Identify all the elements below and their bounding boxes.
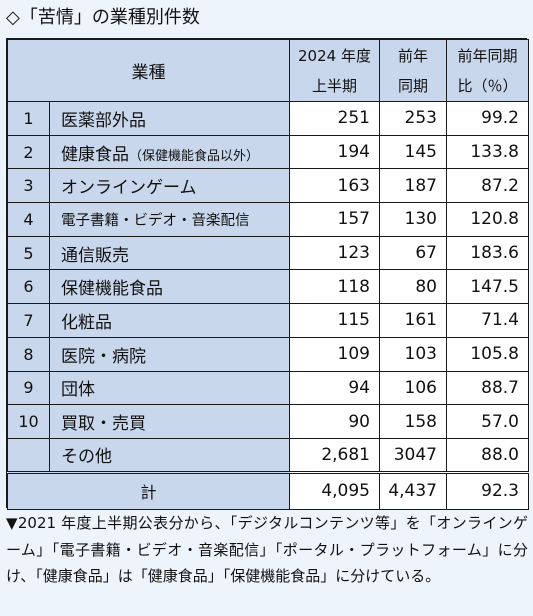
row-ratio-value: 87.2	[446, 168, 529, 204]
row-sector-name: 電子書籍・ビデオ・音楽配信	[49, 202, 290, 237]
sector-label: 電子書籍・ビデオ・音楽配信	[61, 212, 250, 229]
page-title: ◇「苦情」の業種別件数	[6, 7, 200, 28]
footnote: ▼2021 年度上半期公表分から、「デジタルコンテンツ等」を「オンラインゲーム」…	[6, 514, 528, 585]
table-row: 4 電子書籍・ビデオ・音楽配信 157 130 120.8	[7, 202, 529, 237]
header-2024-line1: 2024 年度	[298, 46, 371, 65]
row-number: 7	[7, 303, 50, 338]
row-2024-value: 94	[289, 370, 380, 406]
row-number: 6	[7, 269, 50, 305]
row-previous-value: 158	[379, 404, 447, 439]
row-number: 1	[7, 101, 50, 136]
row-previous-value: 3047	[379, 437, 447, 473]
row-2024-value: 163	[289, 168, 380, 204]
row-number: 2	[7, 134, 50, 170]
row-2024-value: 109	[289, 336, 380, 372]
header-prev-line2: 同期	[397, 76, 428, 95]
row-sector-name: 健康食品（保健機能食品以外）	[49, 134, 290, 170]
row-sector-name: 医薬部外品	[49, 101, 290, 136]
row-previous-value: 80	[379, 269, 447, 305]
complaints-table: 業種 2024 年度 上半期 前年 同期 前年同期 比（％） 1 医薬部外品 251…	[7, 39, 529, 510]
sector-label: オンラインゲーム	[61, 178, 197, 199]
complaints-table-frame: 業種 2024 年度 上半期 前年 同期 前年同期 比（％） 1 医薬部外品 251…	[6, 38, 529, 510]
row-ratio-value: 57.0	[446, 404, 529, 439]
row-ratio-value: 88.0	[446, 437, 529, 473]
row-previous-value: 103	[379, 336, 447, 372]
table-row: 10 買取・売買 90 158 57.0	[7, 404, 529, 439]
row-sector-name: 通信販売	[49, 235, 290, 271]
row-previous-value: 253	[379, 101, 447, 136]
table-row: 7 化粧品 115 161 71.4	[7, 303, 529, 338]
row-previous-value: 106	[379, 370, 447, 406]
total-2024: 4,095	[289, 470, 380, 510]
header-prev-line1: 前年	[397, 46, 428, 65]
row-number: 8	[7, 336, 50, 372]
row-number: 5	[7, 235, 50, 271]
header-sector: 業種	[7, 39, 290, 102]
row-previous-value: 67	[379, 235, 447, 271]
table-row: 2 健康食品（保健機能食品以外） 194 145 133.8	[7, 134, 529, 170]
header-ratio-line1: 前年同期	[457, 46, 518, 65]
row-ratio-value: 133.8	[446, 134, 529, 170]
row-sector-name: 買取・売買	[49, 404, 290, 439]
row-2024-value: 118	[289, 269, 380, 305]
row-number: 4	[7, 202, 50, 237]
total-previous: 4,437	[379, 470, 447, 510]
sector-label: その他	[61, 447, 112, 468]
header-row: 業種 2024 年度 上半期 前年 同期 前年同期 比（％）	[7, 39, 529, 102]
total-row: 計 4,095 4,437 92.3	[7, 470, 529, 510]
table-row: その他 2,681 3047 88.0	[7, 437, 529, 473]
header-previous-year: 前年 同期	[379, 39, 447, 102]
row-previous-value: 187	[379, 168, 447, 204]
row-previous-value: 145	[379, 134, 447, 170]
row-ratio-value: 120.8	[446, 202, 529, 237]
row-previous-value: 130	[379, 202, 447, 237]
row-sector-name: オンラインゲーム	[49, 168, 290, 204]
row-number: 3	[7, 168, 50, 204]
sector-label: 医院・病院	[61, 346, 146, 367]
header-ratio: 前年同期 比（％）	[446, 39, 529, 102]
row-2024-value: 90	[289, 404, 380, 439]
row-2024-value: 123	[289, 235, 380, 271]
table-row: 6 保健機能食品 118 80 147.5	[7, 269, 529, 305]
sector-label: 健康食品	[61, 144, 129, 165]
header-ratio-line2: 比（％）	[457, 76, 518, 95]
row-number	[7, 437, 50, 473]
table-row: 8 医院・病院 109 103 105.8	[7, 336, 529, 372]
header-2024-first-half: 2024 年度 上半期	[289, 39, 380, 102]
row-2024-value: 115	[289, 303, 380, 338]
table-row: 9 団体 94 106 88.7	[7, 370, 529, 406]
row-ratio-value: 88.7	[446, 370, 529, 406]
sector-label: 団体	[61, 380, 95, 401]
row-ratio-value: 105.8	[446, 336, 529, 372]
row-sector-name: 化粧品	[49, 303, 290, 338]
total-ratio: 92.3	[446, 470, 529, 510]
row-number: 10	[7, 404, 50, 439]
row-previous-value: 161	[379, 303, 447, 338]
row-ratio-value: 99.2	[446, 101, 529, 136]
row-ratio-value: 183.6	[446, 235, 529, 271]
row-ratio-value: 147.5	[446, 269, 529, 305]
sector-label: 医薬部外品	[61, 110, 146, 131]
sector-label: 買取・売買	[61, 414, 146, 435]
sector-label: 保健機能食品	[61, 279, 163, 300]
row-number: 9	[7, 370, 50, 406]
sector-sublabel: （保健機能食品以外）	[129, 148, 260, 164]
header-2024-line2: 上半期	[311, 76, 357, 95]
row-sector-name: 団体	[49, 370, 290, 406]
row-2024-value: 251	[289, 101, 380, 136]
sector-label: 通信販売	[61, 245, 129, 266]
sector-label: 化粧品	[61, 312, 112, 333]
row-sector-name: その他	[49, 437, 290, 473]
row-2024-value: 157	[289, 202, 380, 237]
row-ratio-value: 71.4	[446, 303, 529, 338]
table-row: 5 通信販売 123 67 183.6	[7, 235, 529, 271]
row-sector-name: 保健機能食品	[49, 269, 290, 305]
table-row: 3 オンラインゲーム 163 187 87.2	[7, 168, 529, 204]
row-sector-name: 医院・病院	[49, 336, 290, 372]
row-2024-value: 194	[289, 134, 380, 170]
row-2024-value: 2,681	[289, 437, 380, 473]
table-row: 1 医薬部外品 251 253 99.2	[7, 101, 529, 136]
total-label: 計	[7, 470, 290, 510]
